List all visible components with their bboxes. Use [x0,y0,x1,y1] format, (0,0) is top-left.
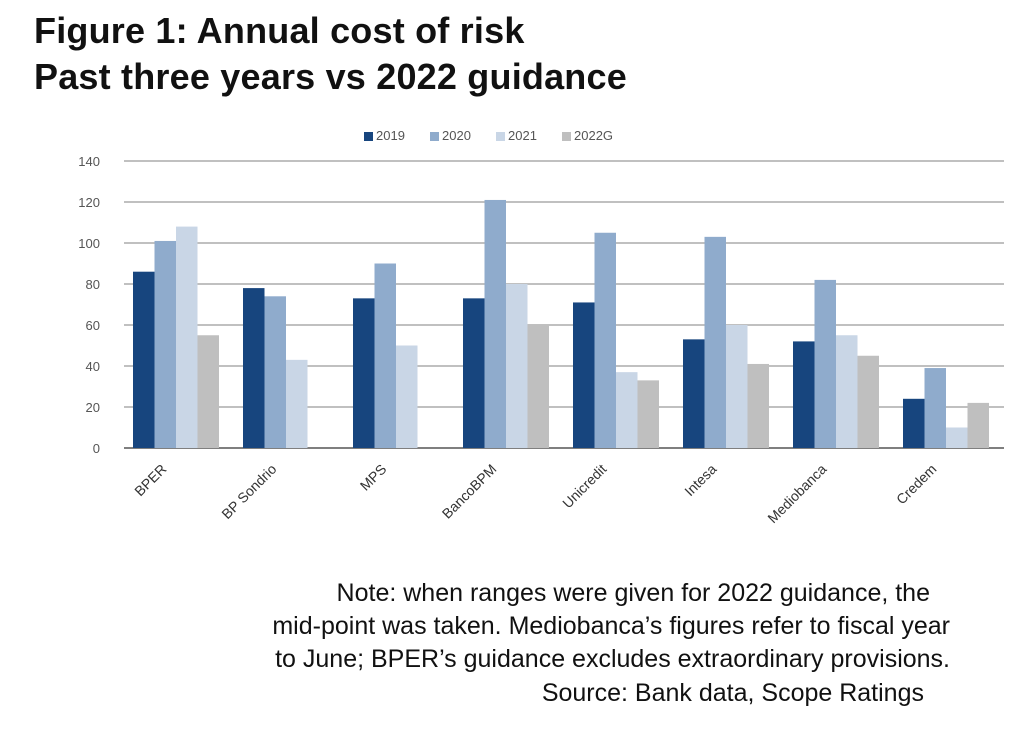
x-tick-label: Intesa [681,461,719,499]
legend-label: 2019 [376,128,405,143]
legend-swatch [430,132,439,141]
bar-2020-mps [374,263,396,448]
bar-2020-mediobanca [814,279,836,448]
y-tick-label: 80 [86,277,100,292]
bar-2022G-intesa [747,363,769,448]
bar-2022G-bancobpm [527,325,549,448]
bar-2021-mps [396,345,418,448]
bar-2021-mediobanca [836,335,858,448]
bar-2019-bancobpm [463,298,485,448]
bar-2022G-credem [967,402,989,448]
legend-label: 2022G [574,128,613,143]
chart-title: Figure 1: Annual cost of risk Past three… [34,8,627,100]
bar-2022G-bper [197,335,219,448]
bar-2022G-mediobanca [857,355,879,448]
bar-chart: 2019 2020 2021 2022G 0 20 40 60 80 100 120 140 BPE… [78,128,1004,526]
bar-2021-bancobpm [506,284,528,448]
y-tick-label: 120 [78,195,100,210]
x-tick-label: BancoBPM [439,461,500,522]
note-line-1: Note: when ranges were given for 2022 gu… [336,579,930,607]
y-tick-label: 0 [93,441,100,456]
legend-swatch [562,132,571,141]
x-tick-label: BPER [131,461,169,499]
x-tick-label: BP Sondrio [218,461,279,522]
y-tick-label: 20 [86,400,100,415]
y-tick-label: 140 [78,154,100,169]
bar-2019-credem [903,398,925,448]
x-tick-label: Unicredit [559,461,609,511]
x-tick-label: Credem [893,461,940,508]
bar-2020-intesa [704,236,726,448]
bar-2019-mps [353,298,375,448]
bar-2019-unicredit [573,302,595,448]
note-line-2: mid-point was taken. Mediobanca’s figure… [272,612,950,640]
chart-source: Source: Bank data, Scope Ratings [541,679,924,707]
legend-label: 2021 [508,128,537,143]
x-tick-label: MPS [357,461,390,494]
bar-2020-bp-sondrio [264,296,286,448]
bar-2022G-unicredit [637,380,659,448]
bars [133,199,989,448]
x-axis-ticks: BPER BP Sondrio MPS BancoBPM Unicredit Intesa… [131,461,939,526]
y-tick-label: 40 [86,359,100,374]
legend-swatch [496,132,505,141]
bar-2020-bancobpm [484,199,506,448]
chart-title-line-1: Figure 1: Annual cost of risk [34,10,525,51]
bar-2021-bp-sondrio [286,359,308,448]
bar-2019-bper [133,271,155,448]
bar-2021-unicredit [616,372,638,448]
note-line-3: to June; BPER’s guidance excludes extrao… [275,645,950,673]
y-tick-label: 60 [86,318,100,333]
x-tick-label: Mediobanca [764,461,829,526]
legend-swatch [364,132,373,141]
chart-title-line-2: Past three years vs 2022 guidance [34,56,627,97]
y-tick-label: 100 [78,236,100,251]
legend-label: 2020 [442,128,471,143]
bar-2021-intesa [726,325,748,448]
y-axis-ticks: 0 20 40 60 80 100 120 140 [78,154,100,456]
bar-2019-bp-sondrio [243,288,265,448]
chart-legend: 2019 2020 2021 2022G [364,128,613,143]
bar-2020-unicredit [594,232,616,448]
bar-2020-credem [924,368,946,448]
bar-2019-intesa [683,339,705,448]
bar-2021-credem [946,427,968,448]
bar-2021-bper [176,226,198,448]
bar-2019-mediobanca [793,341,815,448]
bar-2020-bper [154,240,176,448]
chart-note: Note: when ranges were given for 2022 gu… [20,577,950,676]
